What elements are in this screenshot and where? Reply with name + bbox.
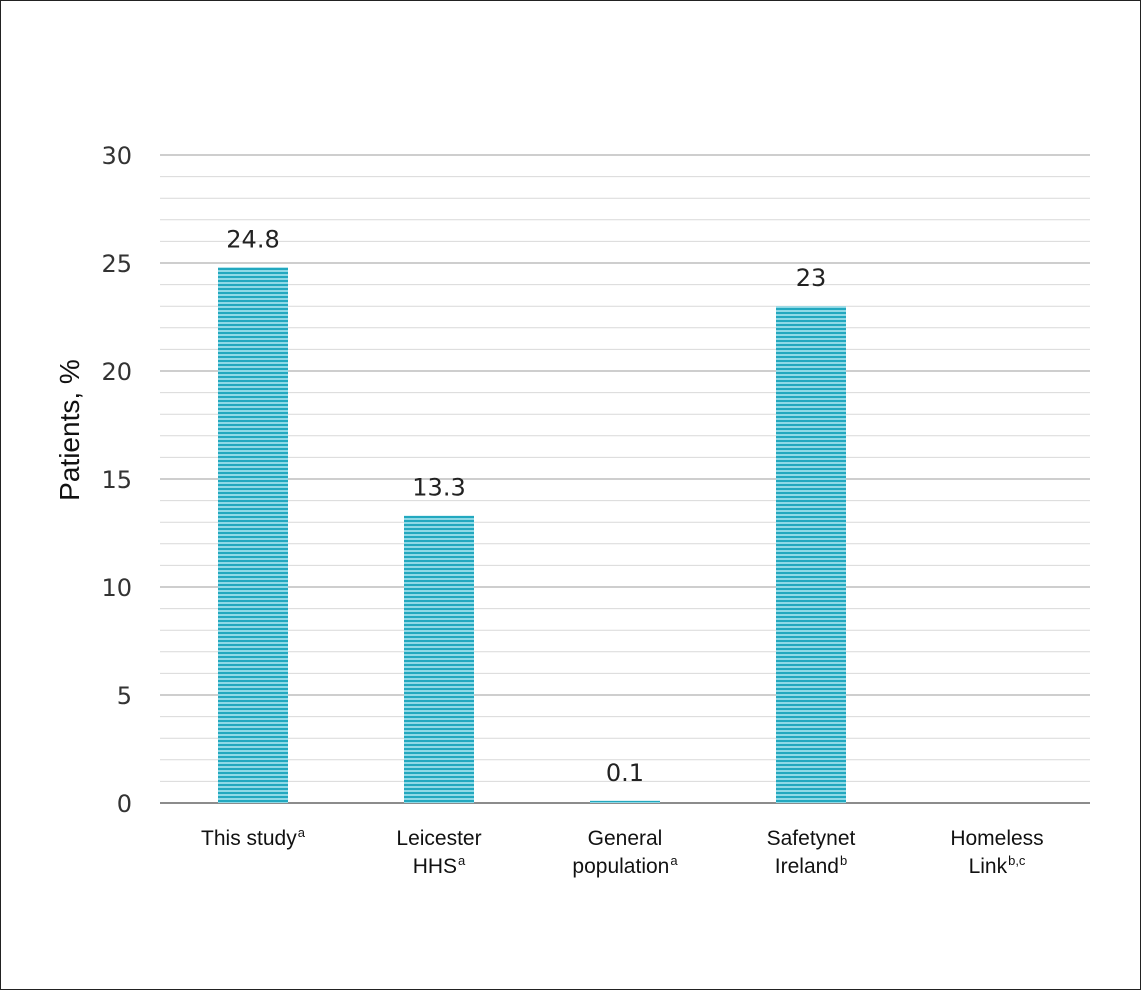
- data-label: 24.8: [226, 225, 279, 253]
- x-tick-label: Irelandb: [775, 853, 847, 878]
- y-tick-label: 30: [101, 142, 132, 170]
- y-tick-label: 0: [117, 790, 132, 818]
- x-tick-label: Safetynet: [767, 827, 856, 850]
- x-tick-label: Linkb,c: [969, 853, 1026, 878]
- x-tick-label: This studya: [201, 825, 306, 850]
- x-tick-label: General: [588, 827, 663, 850]
- data-label: 13.3: [412, 474, 465, 502]
- x-tick-label: Homeless: [950, 827, 1043, 850]
- footnote-marker: a: [298, 825, 306, 840]
- bar: [776, 306, 846, 803]
- bar: [218, 267, 288, 803]
- y-axis-label: Patients, %: [54, 359, 85, 501]
- y-tick-label: 10: [101, 574, 132, 602]
- y-tick-label: 20: [101, 358, 132, 386]
- y-tick-label: 25: [101, 250, 132, 278]
- y-tick-label: 15: [101, 466, 132, 494]
- y-tick-label: 5: [117, 682, 132, 710]
- data-label: 23: [796, 264, 827, 292]
- x-tick-label: populationa: [572, 853, 678, 878]
- bar: [404, 515, 474, 803]
- data-label: 0.1: [606, 759, 644, 787]
- x-tick-label: HHSa: [413, 853, 466, 878]
- footnote-marker: b: [840, 853, 847, 868]
- x-tick-label: Leicester: [396, 827, 481, 850]
- footnote-marker: a: [670, 853, 678, 868]
- footnote-marker: a: [458, 853, 466, 868]
- footnote-marker: b,c: [1008, 853, 1026, 868]
- bar: [590, 800, 660, 803]
